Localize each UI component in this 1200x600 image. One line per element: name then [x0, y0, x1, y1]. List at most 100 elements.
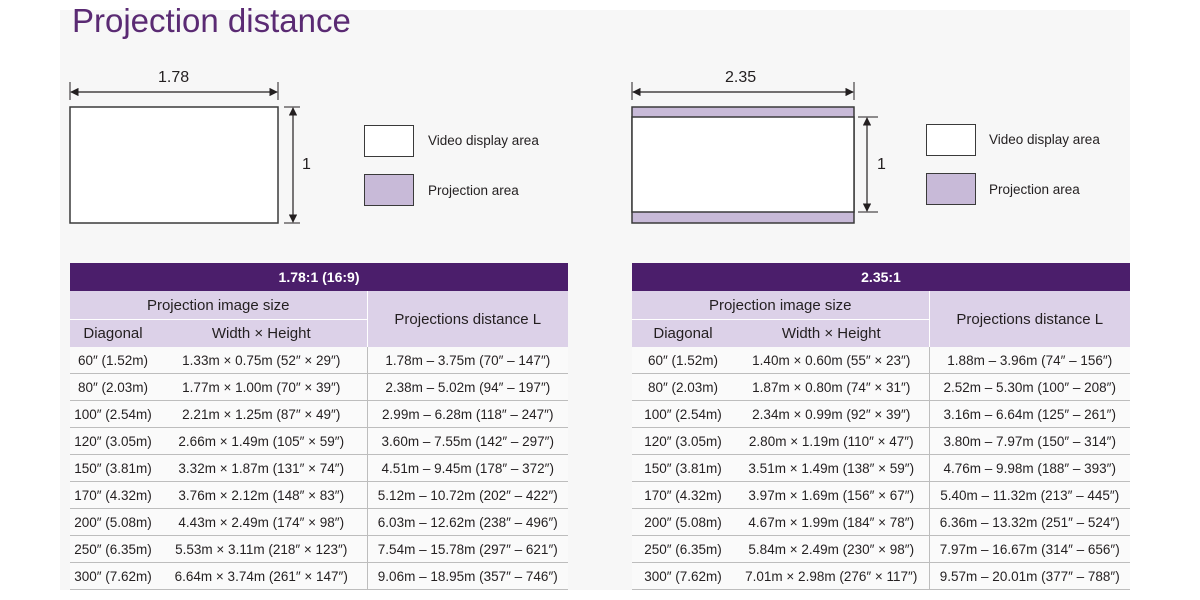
video-display-rect	[69, 106, 279, 224]
cell-size: 1.40m × 0.60m (55″ × 23″)	[734, 347, 929, 374]
cell-size: 2.21m × 1.25m (87″ × 49″)	[156, 400, 367, 428]
table-row: 120″ (3.05m) 2.66m × 1.49m (105″ × 59″) 3.…	[70, 427, 569, 455]
cell-size: 2.66m × 1.49m (105″ × 59″)	[156, 427, 367, 455]
cell-diagonal: 100″ (2.54m)	[70, 400, 156, 428]
legend-swatch-projection	[926, 173, 976, 205]
column-header-distance: Projections distance L	[366, 291, 569, 347]
page-title: Projection distance	[72, 2, 351, 39]
cell-size: 1.87m × 0.80m (74″ × 31″)	[734, 373, 929, 401]
cell-size: 3.32m × 1.87m (131″ × 74″)	[156, 454, 367, 482]
cell-size: 1.33m × 0.75m (52″ × 29″)	[156, 347, 367, 374]
legend-label-video: Video display area	[428, 133, 539, 148]
cell-diagonal: 170″ (4.32m)	[632, 481, 734, 509]
cell-diagonal: 300″ (7.62m)	[632, 562, 734, 590]
cell-diagonal: 300″ (7.62m)	[70, 562, 156, 590]
diagram-1-78	[69, 82, 300, 224]
column-header-diagonal: Diagonal	[70, 319, 156, 347]
cell-distance: 9.06m – 18.95m (357″ – 746″)	[366, 562, 569, 590]
cell-diagonal: 60″ (1.52m)	[632, 347, 734, 374]
cell-size: 3.97m × 1.69m (156″ × 67″)	[734, 481, 929, 509]
cell-diagonal: 80″ (2.03m)	[632, 373, 734, 401]
table-row: 170″ (4.32m) 3.97m × 1.69m (156″ × 67″) 5.…	[632, 481, 1130, 509]
table-body: 60″ (1.52m) 1.33m × 0.75m (52″ × 29″) 1.78…	[70, 347, 569, 590]
table-row: 200″ (5.08m) 4.43m × 2.49m (174″ × 98″) 6.…	[70, 508, 569, 536]
group-header: Projection image size	[70, 291, 367, 320]
cell-size: 2.80m × 1.19m (110″ × 47″)	[734, 427, 929, 455]
cell-diagonal: 120″ (3.05m)	[632, 427, 734, 455]
table-title: 1.78:1 (16:9)	[70, 263, 569, 291]
cell-size: 5.84m × 2.49m (230″ × 98″)	[734, 535, 929, 563]
cell-distance: 3.16m – 6.64m (125″ – 261″)	[928, 400, 1130, 428]
cell-diagonal: 80″ (2.03m)	[70, 373, 156, 401]
legend-swatch-video	[926, 124, 976, 156]
cell-diagonal: 200″ (5.08m)	[70, 508, 156, 536]
cell-size: 4.67m × 1.99m (184″ × 78″)	[734, 508, 929, 536]
distance-table-16-9: 1.78:1 (16:9) Projection image size Proj…	[70, 263, 569, 590]
column-header-diagonal: Diagonal	[632, 319, 734, 347]
legend-label-video: Video display area	[989, 132, 1100, 147]
table-row: 250″ (6.35m) 5.84m × 2.49m (230″ × 98″) 7.…	[632, 535, 1130, 563]
cell-distance: 3.60m – 7.55m (142″ – 297″)	[366, 427, 569, 455]
table-body: 60″ (1.52m) 1.40m × 0.60m (55″ × 23″) 1.88…	[632, 347, 1130, 590]
table-row: 120″ (3.05m) 2.80m × 1.19m (110″ × 47″) 3.…	[632, 427, 1130, 455]
table-title: 2.35:1	[632, 263, 1130, 291]
cell-size: 6.64m × 3.74m (261″ × 147″)	[156, 562, 367, 590]
group-header: Projection image size	[632, 291, 929, 320]
cell-distance: 6.03m – 12.62m (238″ – 496″)	[366, 508, 569, 536]
cell-distance: 3.80m – 7.97m (150″ – 314″)	[928, 427, 1130, 455]
width-label: 1.78	[158, 69, 190, 86]
cell-diagonal: 200″ (5.08m)	[632, 508, 734, 536]
table-row: 250″ (6.35m) 5.53m × 3.11m (218″ × 123″) 7…	[70, 535, 569, 563]
table-row: 150″ (3.81m) 3.51m × 1.49m (138″ × 59″) 4.…	[632, 454, 1130, 482]
cell-diagonal: 150″ (3.81m)	[632, 454, 734, 482]
table-row: 170″ (4.32m) 3.76m × 2.12m (148″ × 83″) 5.…	[70, 481, 569, 509]
table-row: 60″ (1.52m) 1.40m × 0.60m (55″ × 23″) 1.88…	[632, 347, 1130, 374]
cell-distance: 5.40m – 11.32m (213″ – 445″)	[928, 481, 1130, 509]
cell-distance: 6.36m – 13.32m (251″ – 524″)	[928, 508, 1130, 536]
cell-distance: 2.52m – 5.30m (100″ – 208″)	[928, 373, 1130, 401]
cell-size: 7.01m × 2.98m (276″ × 117″)	[734, 562, 929, 590]
table-row: 300″ (7.62m) 6.64m × 3.74m (261″ × 147″) 9…	[70, 562, 569, 590]
table-row: 80″ (2.03m) 1.87m × 0.80m (74″ × 31″) 2.52…	[632, 373, 1130, 401]
height-label: 1	[877, 156, 886, 173]
height-label: 1	[302, 156, 311, 173]
legend-swatch-video	[364, 125, 414, 157]
cell-diagonal: 100″ (2.54m)	[632, 400, 734, 428]
cell-distance: 1.78m – 3.75m (70″ – 147″)	[366, 347, 569, 374]
column-header-size: Width × Height	[734, 319, 929, 347]
video-display-rect	[631, 116, 855, 213]
table-row: 60″ (1.52m) 1.33m × 0.75m (52″ × 29″) 1.78…	[70, 347, 569, 374]
table-row: 300″ (7.62m) 7.01m × 2.98m (276″ × 117″) 9…	[632, 562, 1130, 590]
cell-distance: 9.57m – 20.01m (377″ – 788″)	[928, 562, 1130, 590]
cell-size: 2.34m × 0.99m (92″ × 39″)	[734, 400, 929, 428]
table-row: 100″ (2.54m) 2.34m × 0.99m (92″ × 39″) 3.1…	[632, 400, 1130, 428]
cell-distance: 2.38m – 5.02m (94″ – 197″)	[366, 373, 569, 401]
aspect-ratio-diagrams	[69, 82, 878, 224]
cell-size: 4.43m × 2.49m (174″ × 98″)	[156, 508, 367, 536]
cell-distance: 4.76m – 9.98m (188″ – 393″)	[928, 454, 1130, 482]
cell-distance: 4.51m – 9.45m (178″ – 372″)	[366, 454, 569, 482]
legend-swatch-projection	[364, 174, 414, 206]
table-row: 80″ (2.03m) 1.77m × 1.00m (70″ × 39″) 2.38…	[70, 373, 569, 401]
cell-size: 3.51m × 1.49m (138″ × 59″)	[734, 454, 929, 482]
width-label: 2.35	[725, 69, 757, 86]
cell-distance: 1.88m – 3.96m (74″ – 156″)	[928, 347, 1130, 374]
cell-size: 3.76m × 2.12m (148″ × 83″)	[156, 481, 367, 509]
cell-size: 1.77m × 1.00m (70″ × 39″)	[156, 373, 367, 401]
diagram-2-35	[631, 82, 878, 224]
table-row: 100″ (2.54m) 2.21m × 1.25m (87″ × 49″) 2.9…	[70, 400, 569, 428]
cell-diagonal: 250″ (6.35m)	[70, 535, 156, 563]
cell-size: 5.53m × 3.11m (218″ × 123″)	[156, 535, 367, 563]
cell-diagonal: 60″ (1.52m)	[70, 347, 156, 374]
column-header-size: Width × Height	[156, 319, 367, 347]
column-header-distance: Projections distance L	[928, 291, 1130, 347]
legend-label-projection: Projection area	[989, 182, 1080, 197]
cell-diagonal: 170″ (4.32m)	[70, 481, 156, 509]
cell-distance: 2.99m – 6.28m (118″ – 247″)	[366, 400, 569, 428]
cell-diagonal: 120″ (3.05m)	[70, 427, 156, 455]
cell-distance: 7.54m – 15.78m (297″ – 621″)	[366, 535, 569, 563]
cell-distance: 7.97m – 16.67m (314″ – 656″)	[928, 535, 1130, 563]
cell-diagonal: 250″ (6.35m)	[632, 535, 734, 563]
table-row: 150″ (3.81m) 3.32m × 1.87m (131″ × 74″) 4.…	[70, 454, 569, 482]
cell-distance: 5.12m – 10.72m (202″ – 422″)	[366, 481, 569, 509]
